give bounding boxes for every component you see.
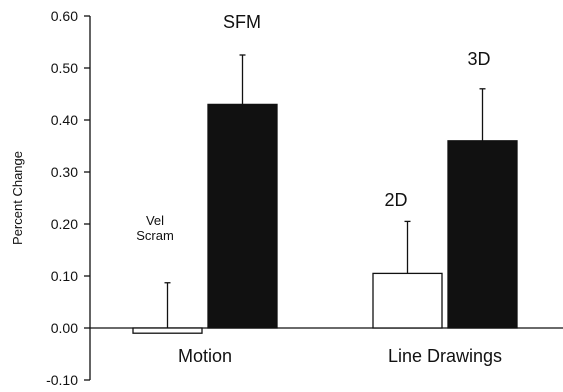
category-labels: Motion Line Drawings bbox=[178, 346, 502, 366]
y-tick-label: 0.60 bbox=[51, 8, 78, 24]
bar bbox=[372, 272, 443, 329]
y-axis: -0.10 0.00 0.10 0.20 0.30 0.40 0.50 0.60 bbox=[46, 8, 91, 388]
category-label: Line Drawings bbox=[388, 346, 502, 366]
y-tick-label: 0.20 bbox=[51, 216, 78, 232]
bar bbox=[207, 103, 278, 329]
bar-label: 3D bbox=[467, 49, 490, 69]
bar bbox=[447, 140, 518, 329]
bars bbox=[132, 103, 518, 334]
bar-label: SFM bbox=[223, 12, 261, 32]
bar-label: 2D bbox=[384, 190, 407, 210]
bar bbox=[132, 327, 203, 334]
category-label: Motion bbox=[178, 346, 232, 366]
y-tick-label: 0.10 bbox=[51, 268, 78, 284]
y-tick-label: 0.40 bbox=[51, 112, 78, 128]
y-tick-label: -0.10 bbox=[46, 372, 78, 388]
bar-label: Scram bbox=[136, 228, 174, 243]
bar-label: Vel bbox=[146, 213, 164, 228]
y-tick-label: 0.50 bbox=[51, 60, 78, 76]
y-tick-label: 0.00 bbox=[51, 320, 78, 336]
y-axis-title: Percent Change bbox=[10, 151, 25, 245]
error-bars bbox=[164, 54, 486, 328]
y-tick-label: 0.30 bbox=[51, 164, 78, 180]
